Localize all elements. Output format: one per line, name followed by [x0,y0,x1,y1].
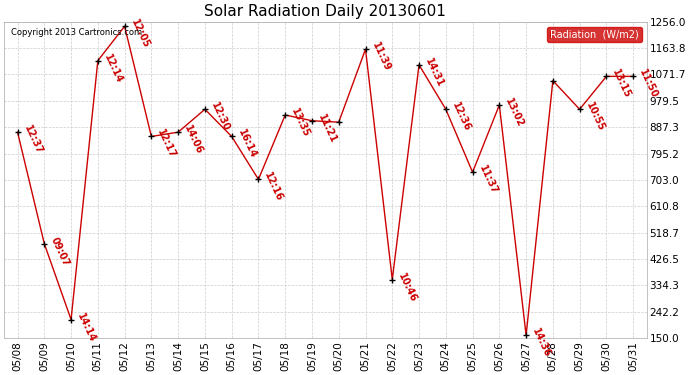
Text: 16:14: 16:14 [236,128,258,160]
Text: 12:30: 12:30 [209,101,231,133]
Text: 10:55: 10:55 [584,101,606,133]
Text: Copyright 2013 Cartronics.com: Copyright 2013 Cartronics.com [10,28,141,37]
Text: 13:35: 13:35 [289,106,312,139]
Legend: Radiation  (W/m2): Radiation (W/m2) [547,27,642,42]
Text: 14:06: 14:06 [182,124,204,156]
Text: 12:16: 12:16 [263,171,285,203]
Text: 14:36: 14:36 [531,327,553,359]
Text: 11:39: 11:39 [370,41,392,73]
Text: 12:14: 12:14 [102,52,124,85]
Text: 13:02: 13:02 [504,97,526,129]
Text: 09:07: 09:07 [48,236,70,268]
Text: 12:36: 12:36 [450,101,472,133]
Title: Solar Radiation Daily 20130601: Solar Radiation Daily 20130601 [204,4,446,19]
Text: 12:05: 12:05 [129,18,151,50]
Text: 11:21: 11:21 [316,112,338,145]
Text: 11:50: 11:50 [638,68,660,100]
Text: 11:37: 11:37 [477,164,499,196]
Text: 12:37: 12:37 [21,124,44,156]
Text: 12:17: 12:17 [155,128,178,160]
Text: 13:15: 13:15 [611,68,633,100]
Text: 14:14: 14:14 [75,311,97,344]
Text: 14:31: 14:31 [423,57,445,89]
Text: 10:46: 10:46 [397,271,419,303]
